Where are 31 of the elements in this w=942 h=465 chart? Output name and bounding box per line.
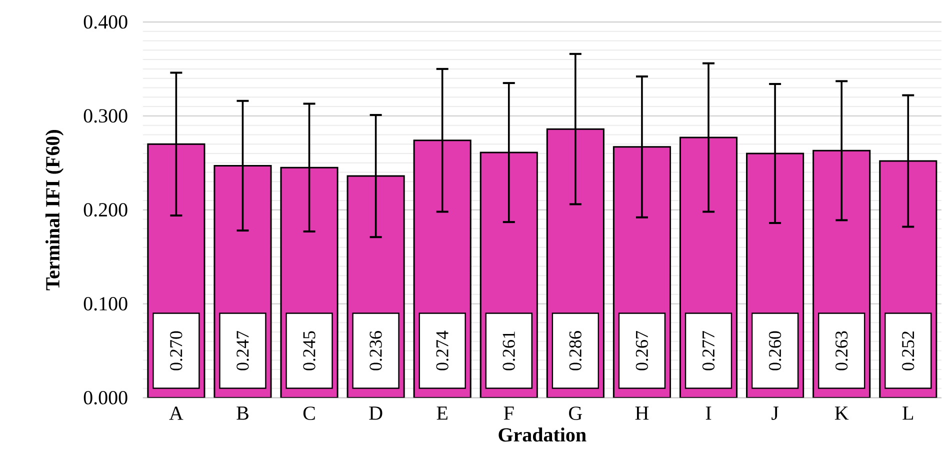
y-tick-label: 0.000 [84, 391, 128, 405]
data-label: 0.245 [303, 331, 316, 370]
x-tick-label: B [236, 406, 248, 420]
data-label: 0.236 [370, 331, 382, 370]
x-tick-label: H [635, 406, 649, 420]
x-tick-label: F [504, 406, 514, 420]
x-tick-label: A [169, 406, 184, 420]
y-tick-label: 0.100 [84, 297, 128, 311]
data-label: 0.247 [236, 331, 249, 370]
x-tick-label: K [834, 406, 849, 420]
y-tick-label: 0.200 [84, 203, 128, 217]
data-label: 0.286 [569, 331, 582, 370]
x-axis-title: Gradation [498, 428, 586, 442]
y-axis-title: Terminal IFI (F60) [45, 130, 64, 290]
data-label: 0.261 [502, 332, 515, 370]
data-label: 0.274 [436, 330, 448, 370]
y-tick-label: 0.400 [84, 15, 128, 29]
data-label: 0.252 [902, 332, 914, 370]
x-tick-label: L [902, 406, 914, 420]
data-label: 0.263 [835, 331, 848, 370]
x-tick-label: I [706, 406, 712, 420]
x-tick-label: J [772, 406, 779, 420]
data-label: 0.260 [768, 331, 782, 370]
y-tick-label: 0.300 [84, 109, 128, 123]
x-tick-label: G [569, 406, 582, 420]
x-tick-label: D [369, 406, 382, 420]
x-tick-label: C [303, 406, 315, 420]
data-label: 0.267 [636, 331, 648, 370]
x-tick-label: E [436, 406, 448, 420]
data-label: 0.277 [702, 331, 715, 370]
data-label: 0.270 [170, 331, 182, 370]
